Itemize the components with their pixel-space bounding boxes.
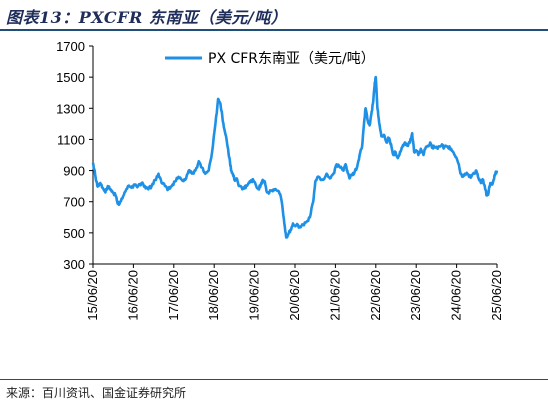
x-axis-ticks: 15/06/20 16/06/20 17/06/20 18/06/20 19/06/20… <box>85 264 504 321</box>
x-tick-label: 18/06/20 <box>206 270 221 321</box>
x-tick-label: 23/06/20 <box>408 270 423 321</box>
y-tick-label: 300 <box>63 257 85 272</box>
y-tick-label: 1700 <box>56 39 85 54</box>
x-tick-label: 16/06/20 <box>125 270 140 321</box>
x-tick-label: 15/06/20 <box>85 270 100 321</box>
y-tick-label: 1300 <box>56 101 85 116</box>
chart: 300 500 700 900 1100 1300 1500 1700 15/06/20 16/… <box>56 39 504 321</box>
source-rule <box>0 379 548 380</box>
y-tick-label: 500 <box>63 226 85 241</box>
x-tick-label: 24/06/20 <box>449 270 464 321</box>
x-tick-label: 22/06/20 <box>368 270 383 321</box>
x-tick-label: 19/06/20 <box>247 270 262 321</box>
axes <box>92 46 497 265</box>
y-axis-ticks: 300 500 700 900 1100 1300 1500 1700 <box>56 39 93 272</box>
x-tick-label: 20/06/20 <box>287 270 302 321</box>
series-line <box>91 75 499 239</box>
x-tick-label: 25/06/20 <box>489 270 504 321</box>
y-tick-label: 1500 <box>56 70 85 85</box>
figure-title: 图表13：PXCFR 东南亚（美元/吨） <box>6 8 288 27</box>
y-tick-label: 700 <box>63 195 85 210</box>
series-layer <box>91 75 499 239</box>
title-rule <box>0 29 548 31</box>
legend: PX CFR东南亚（美元/吨） <box>165 51 375 67</box>
legend-label: PX CFR东南亚（美元/吨） <box>208 51 375 67</box>
x-tick-label: 21/06/20 <box>327 270 342 321</box>
x-tick-label: 17/06/20 <box>166 270 181 321</box>
y-tick-label: 1100 <box>57 132 85 147</box>
y-tick-label: 900 <box>63 164 85 179</box>
source-note: 来源：百川资讯、国金证券研究所 <box>6 386 187 400</box>
